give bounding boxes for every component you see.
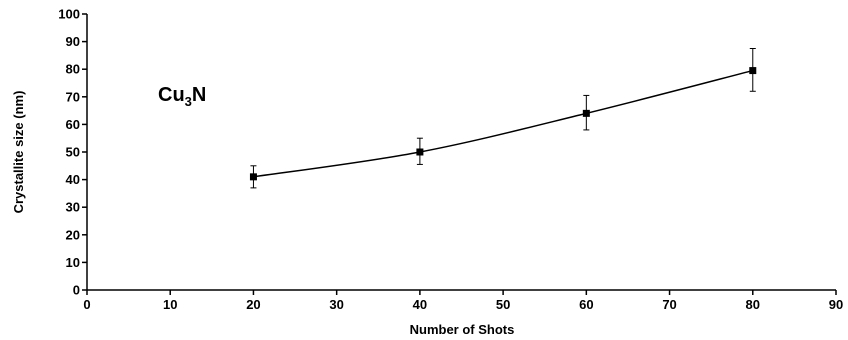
x-tick-label: 30 <box>329 297 343 312</box>
data-point <box>249 173 257 181</box>
y-tick-label: 20 <box>66 227 80 242</box>
x-tick-label: 80 <box>746 297 760 312</box>
plot-area: 0 10 20 30 40 50 60 70 80 90 100 0 10 20 30 40 50 60 70 80 9… <box>58 7 843 313</box>
y-tick-label: 10 <box>66 255 80 270</box>
x-tick-label: 50 <box>496 297 510 312</box>
annotation-base: Cu <box>158 84 185 106</box>
x-tick-label: 70 <box>662 297 676 312</box>
annotation-subscript: 3 <box>185 94 192 109</box>
y-tick-label: 30 <box>66 200 80 215</box>
x-tick-label: 10 <box>163 297 177 312</box>
y-tick-label: 50 <box>66 145 80 160</box>
y-tick-label: 40 <box>66 172 80 187</box>
x-tick-label: 20 <box>246 297 260 312</box>
data-point <box>749 67 757 75</box>
y-tick-label: 80 <box>66 62 80 77</box>
data-point <box>416 148 424 156</box>
y-tick-label: 90 <box>66 34 80 49</box>
compound-annotation: Cu3N <box>158 84 206 109</box>
x-tick-label: 40 <box>413 297 427 312</box>
x-tick-label: 90 <box>829 297 843 312</box>
data-point <box>582 109 590 117</box>
y-tick-label: 60 <box>66 117 80 132</box>
x-axis-title: Number of Shots <box>410 322 515 337</box>
x-tick-label: 60 <box>579 297 593 312</box>
y-tick-label: 0 <box>73 283 80 298</box>
x-tick-label: 0 <box>83 297 90 312</box>
series-line <box>253 69 753 178</box>
y-axis-title: Crystallite size (nm) <box>11 91 26 214</box>
y-tick-label: 100 <box>58 7 80 22</box>
annotation-tail: N <box>192 84 206 106</box>
y-tick-label: 70 <box>66 89 80 104</box>
